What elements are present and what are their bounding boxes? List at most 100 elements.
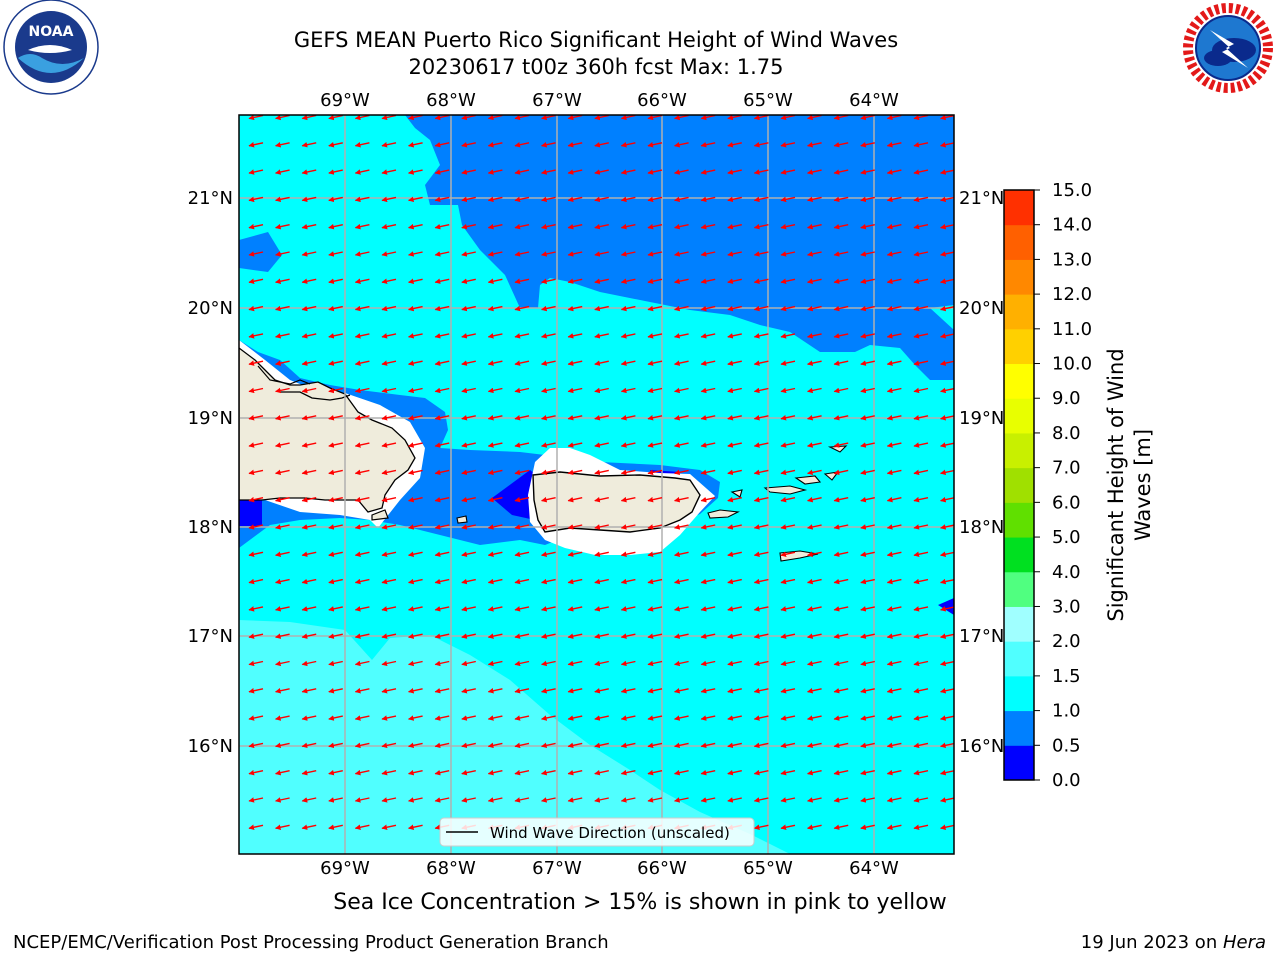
wave-arrow	[594, 196, 609, 203]
wave-arrow	[301, 196, 317, 203]
wave-arrow	[487, 415, 503, 421]
lat-label-18n-right: 18°N	[959, 517, 1004, 538]
colorbar-tick-label: 0.5	[1052, 735, 1081, 756]
wave-arrow	[461, 660, 476, 667]
wave-arrow	[647, 333, 663, 339]
colorbar-band	[1004, 502, 1034, 538]
wave-arrow	[594, 278, 609, 284]
wave-arrow	[807, 442, 822, 448]
wave-arrow	[408, 824, 423, 830]
wave-arrow	[860, 115, 875, 121]
wave-arrow	[620, 578, 636, 585]
wave-arrow	[461, 688, 476, 694]
wave-arrow	[487, 496, 503, 503]
wave-arrow	[301, 524, 317, 530]
wave-arrow	[461, 633, 476, 639]
wave-arrow	[248, 442, 264, 448]
wave-arrow	[328, 142, 343, 148]
noaa-logo: NOAA	[3, 0, 99, 95]
wave-arrow	[248, 715, 264, 721]
wave-arrow	[248, 797, 264, 803]
wave-arrow	[594, 578, 609, 585]
wave-arrow	[860, 278, 875, 284]
wave-arrow	[727, 142, 742, 148]
wave-arrow	[514, 169, 530, 175]
wave-arrow	[620, 305, 636, 312]
wave-arrow	[381, 769, 397, 776]
wave-arrow	[727, 742, 742, 749]
wave-arrow	[248, 578, 264, 585]
wave-arrow	[328, 223, 343, 230]
wave-arrow	[461, 360, 476, 366]
wave-arrow	[940, 742, 954, 749]
wave-arrow	[833, 305, 849, 312]
wave-arrow	[620, 360, 636, 366]
wave-arrow	[727, 606, 742, 612]
wave-arrow	[940, 333, 954, 339]
wave-arrow	[674, 660, 689, 667]
wave-arrow	[620, 387, 636, 394]
colorbar-tick-label: 8.0	[1052, 423, 1081, 444]
wave-arrow	[487, 115, 503, 121]
wave-arrow	[301, 578, 317, 585]
lon-label-66w-bottom: 66°W	[637, 858, 687, 879]
wave-arrow	[860, 688, 875, 694]
wave-arrow	[248, 415, 264, 421]
wave-arrow	[248, 769, 264, 776]
wave-arrow	[833, 742, 849, 749]
wave-arrow	[567, 442, 583, 448]
wave-arrow	[940, 797, 954, 803]
wave-arrow	[886, 797, 902, 803]
wave-arrow	[487, 551, 503, 557]
wave-arrow	[940, 769, 954, 776]
wave-arrow	[408, 169, 423, 175]
wave-arrow	[275, 606, 290, 612]
wave-arrow	[727, 797, 742, 803]
wave-arrow	[913, 223, 929, 230]
footer-date: 19 Jun 2023 on Hera	[1081, 932, 1266, 953]
wave-arrow	[301, 469, 317, 476]
wave-arrow	[408, 442, 423, 448]
wave-arrow	[487, 524, 503, 530]
wave-arrow	[514, 551, 530, 557]
wave-arrow	[594, 797, 609, 803]
wave-arrow	[567, 524, 583, 530]
wave-arrow	[594, 469, 609, 476]
wave-arrow	[408, 551, 423, 557]
wave-arrow	[248, 660, 264, 667]
wave-arrow	[567, 142, 583, 148]
wave-arrow	[514, 633, 530, 639]
wave-arrow	[328, 578, 343, 585]
wave-arrow	[461, 715, 476, 721]
wave-arrow	[780, 305, 796, 312]
lon-label-66w-top: 66°W	[637, 90, 687, 111]
wave-arrow	[753, 360, 769, 366]
wave-arrow	[807, 524, 822, 530]
wave-arrow	[620, 442, 636, 448]
wave-arrow	[275, 633, 290, 639]
wave-arrow	[807, 633, 822, 639]
wave-arrow	[886, 115, 902, 121]
wave-arrow	[807, 142, 822, 148]
wave-arrow	[541, 387, 556, 394]
wave-arrow	[647, 496, 663, 503]
wave-arrow	[408, 496, 423, 503]
wave-arrow	[913, 715, 929, 721]
wave-arrow	[833, 824, 849, 830]
wave-arrow	[461, 606, 476, 612]
wave-arrow	[487, 442, 503, 448]
wave-arrow	[487, 715, 503, 721]
wave-arrow	[860, 633, 875, 639]
wave-arrow	[700, 688, 716, 694]
wave-arrow	[886, 142, 902, 148]
wave-arrow	[807, 578, 822, 585]
wave-arrow	[408, 223, 423, 230]
wave-arrow	[301, 742, 317, 749]
wave-arrow	[487, 305, 503, 312]
wave-arrow	[275, 469, 290, 476]
wave-arrow	[248, 305, 264, 312]
colorbar-band	[1004, 710, 1034, 746]
wave-arrow	[940, 633, 954, 639]
wave-arrow	[753, 415, 769, 421]
colorbar-tick-label: 1.5	[1052, 666, 1081, 687]
